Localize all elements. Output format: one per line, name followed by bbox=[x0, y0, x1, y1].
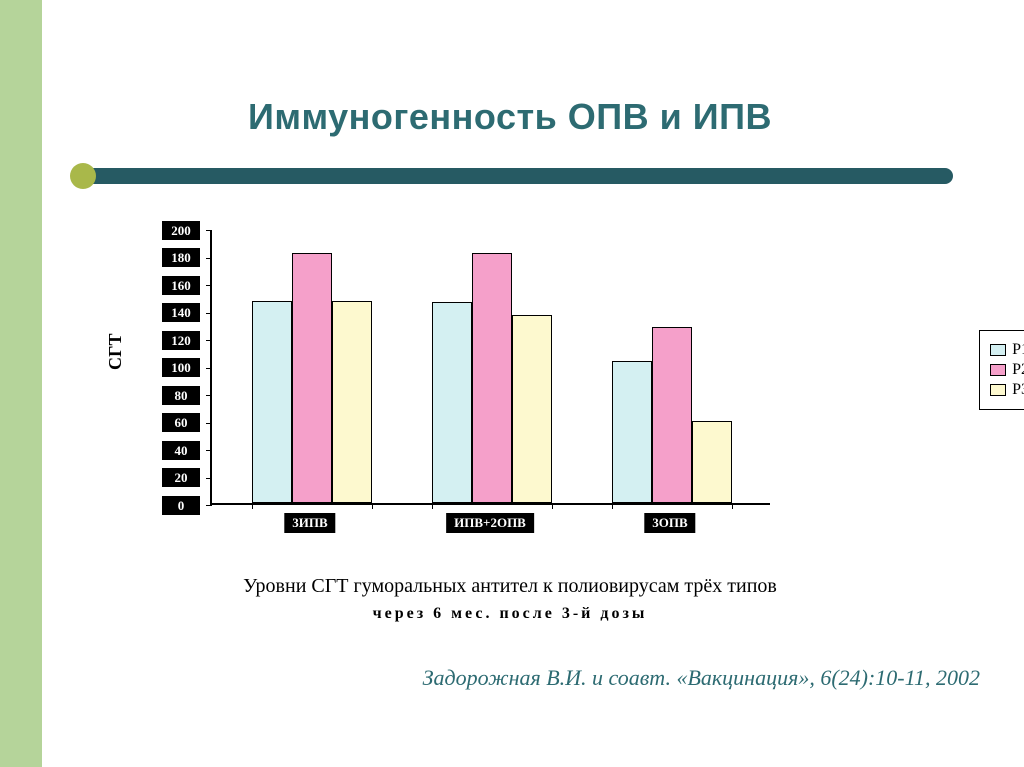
x-tick-mark bbox=[732, 503, 733, 509]
bar bbox=[332, 301, 372, 503]
underline-bar bbox=[83, 168, 953, 184]
x-tick-mark bbox=[252, 503, 253, 509]
bar bbox=[692, 421, 732, 504]
y-axis-label: СГТ bbox=[105, 334, 126, 370]
y-tick-label: 60 bbox=[162, 413, 200, 432]
legend: Р1 Р2 Р3 bbox=[979, 330, 1024, 410]
x-category-label: ИПВ+2ОПВ bbox=[446, 513, 534, 533]
legend-swatch bbox=[990, 344, 1006, 356]
y-tick-label: 160 bbox=[162, 276, 200, 295]
bar bbox=[612, 361, 652, 503]
y-tick-mark bbox=[206, 423, 212, 424]
y-tick-mark bbox=[206, 258, 212, 259]
y-tick-mark bbox=[206, 340, 212, 341]
caption-line-2: через 6 мес. после 3-й дозы bbox=[100, 605, 920, 623]
y-tick-mark bbox=[206, 478, 212, 479]
bar bbox=[472, 253, 512, 503]
side-accent-band bbox=[0, 0, 42, 767]
x-category-label: 3ИПВ bbox=[284, 513, 335, 533]
plot-area bbox=[210, 230, 770, 505]
legend-label: Р2 bbox=[1012, 361, 1024, 379]
legend-swatch bbox=[990, 364, 1006, 376]
y-tick-label: 80 bbox=[162, 386, 200, 405]
legend-item: Р2 bbox=[990, 361, 1024, 379]
title-underline bbox=[70, 163, 960, 189]
bar bbox=[252, 301, 292, 503]
x-tick-mark bbox=[432, 503, 433, 509]
underline-dot bbox=[70, 163, 96, 189]
bar bbox=[652, 327, 692, 503]
y-ticks: 200180160140120100806040200 bbox=[150, 230, 200, 530]
x-labels: 3ИПВ ИПВ+2ОПВ 3ОПВ bbox=[210, 513, 770, 537]
y-tick-label: 120 bbox=[162, 331, 200, 350]
legend-label: Р1 bbox=[1012, 341, 1024, 359]
legend-swatch bbox=[990, 384, 1006, 396]
y-tick-label: 200 bbox=[162, 221, 200, 240]
x-tick-mark bbox=[372, 503, 373, 509]
x-category-label: 3ОПВ bbox=[644, 513, 695, 533]
slide-title: Иммуногенность ОПВ и ИПВ bbox=[100, 96, 920, 138]
bar bbox=[292, 253, 332, 503]
citation: Задорожная В.И. и соавт. «Вакцинация», 6… bbox=[100, 665, 980, 691]
legend-label: Р3 bbox=[1012, 381, 1024, 399]
legend-item: Р3 bbox=[990, 381, 1024, 399]
y-tick-label: 100 bbox=[162, 358, 200, 377]
y-tick-label: 180 bbox=[162, 248, 200, 267]
y-tick-label: 40 bbox=[162, 441, 200, 460]
caption-line-1: Уровни СГТ гуморальных антител к полиови… bbox=[100, 575, 920, 598]
x-tick-mark bbox=[612, 503, 613, 509]
legend-item: Р1 bbox=[990, 341, 1024, 359]
x-tick-mark bbox=[552, 503, 553, 509]
y-tick-mark bbox=[206, 368, 212, 369]
y-tick-label: 0 bbox=[162, 496, 200, 515]
y-tick-mark bbox=[206, 505, 212, 506]
y-tick-mark bbox=[206, 395, 212, 396]
slide-title-wrap: Иммуногенность ОПВ и ИПВ bbox=[100, 96, 920, 138]
y-tick-mark bbox=[206, 450, 212, 451]
y-tick-mark bbox=[206, 313, 212, 314]
y-tick-mark bbox=[206, 230, 212, 231]
bar bbox=[512, 315, 552, 503]
y-tick-label: 20 bbox=[162, 468, 200, 487]
y-tick-label: 140 bbox=[162, 303, 200, 322]
y-tick-mark bbox=[206, 285, 212, 286]
bar bbox=[432, 302, 472, 503]
chart: СГТ 200180160140120100806040200 3ИПВИПВ+… bbox=[150, 220, 910, 580]
